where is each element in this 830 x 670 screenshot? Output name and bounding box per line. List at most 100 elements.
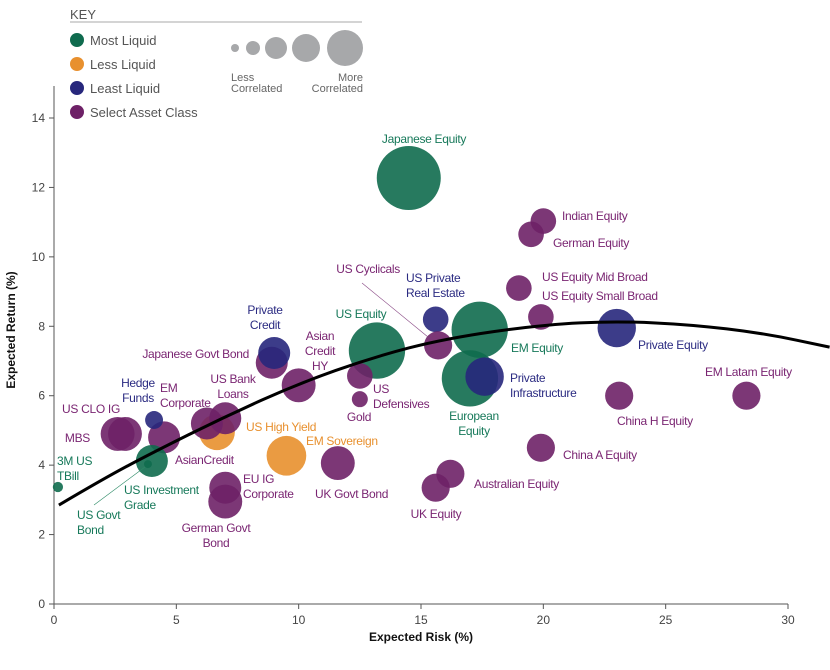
legend-size-circle <box>265 37 287 59</box>
label-hedge-funds: Hedge Funds <box>121 376 155 405</box>
legend-label-select-asset-class: Select Asset Class <box>90 105 198 120</box>
bubble-german-equity <box>518 221 544 248</box>
label-european-equity: European Equity <box>449 409 499 438</box>
y-tick-label: 6 <box>38 389 45 403</box>
label-japanese-govt-bond: Japanese Govt Bond <box>142 347 249 361</box>
label-us-bank-loans: US Bank Loans <box>210 372 257 401</box>
y-tick-label: 14 <box>32 111 46 125</box>
x-tick-label: 25 <box>659 613 673 627</box>
bubble-us-equity-mid-broad <box>506 275 532 301</box>
bubble-hedge-funds <box>145 411 164 429</box>
y-tick-label: 0 <box>38 597 45 611</box>
label-em-equity: EM Equity <box>511 341 563 355</box>
x-tick-label: 10 <box>292 613 306 627</box>
legend-size-circle <box>231 44 239 52</box>
legend-size-high-label: More Correlated <box>312 72 363 95</box>
bubble-mbs <box>100 416 135 451</box>
legend-swatch-less-liquid <box>70 57 84 71</box>
label-german-equity: German Equity <box>553 236 629 250</box>
bubble-us-investment-grade <box>135 444 168 477</box>
label-us-equity-mid-broad: US Equity Mid Broad <box>542 270 648 284</box>
legend: KEY Most Liquid Less Liquid Least Liquid Se… <box>70 7 363 120</box>
y-tick-label: 8 <box>38 319 45 333</box>
bubble-us-equity-small-broad <box>528 304 554 330</box>
label-private-infrastructure: Private Infrastructure <box>510 371 577 400</box>
leader-line-us-govt-bond <box>93 466 146 506</box>
legend-size-circle <box>246 41 260 55</box>
legend-size-circle <box>327 30 363 66</box>
label-china-a-equity: China A Equity <box>563 448 637 462</box>
label-eu-ig-corporate: EU IG Corporate <box>243 472 294 501</box>
legend-label-least-liquid: Least Liquid <box>90 81 160 96</box>
bubble-gold <box>351 391 368 408</box>
axes: 0 5 10 15 20 25 30 0 2 4 6 8 10 12 14 <box>32 86 795 627</box>
bubble-us-govt-bond <box>143 460 152 469</box>
bubble-private-equity <box>597 308 636 348</box>
legend-swatch-select-asset-class <box>70 105 84 119</box>
label-us-equity: US Equity <box>336 307 387 321</box>
label-us-cyclicals: US Cyclicals <box>336 262 400 276</box>
label-indian-equity: Indian Equity <box>562 209 628 223</box>
x-tick-label: 30 <box>781 613 795 627</box>
y-tick-label: 12 <box>32 180 46 194</box>
legend-title: KEY <box>70 7 96 22</box>
bubble-private-credit <box>258 337 291 370</box>
label-us-govt-bond: US Govt Bond <box>77 508 121 537</box>
label-us-investment-grade: US Investment Grade <box>124 483 200 512</box>
bubble-em-latam-equity <box>732 381 761 410</box>
label-private-equity: Private Equity <box>638 338 708 352</box>
label-australian-equity: Australian Equity <box>474 477 559 491</box>
bubble-us-defensives <box>347 363 373 389</box>
bubble-em-corporate <box>148 421 181 454</box>
label-em-latam-equity: EM Latam Equity <box>705 365 792 379</box>
label-german-govt-bond: German Govt Bond <box>182 521 252 550</box>
legend-label-less-liquid: Less Liquid <box>90 57 156 72</box>
bubble-us-private-real-estate <box>422 306 449 333</box>
x-tick-label: 0 <box>51 613 58 627</box>
y-axis-title: Expected Return (%) <box>4 271 18 388</box>
legend-swatch-least-liquid <box>70 81 84 95</box>
label-uk-govt-bond: UK Govt Bond <box>315 487 388 501</box>
bubble-china-a-equity <box>526 433 555 462</box>
trend-line <box>58 320 830 507</box>
x-axis-title: Expected Risk (%) <box>369 630 473 644</box>
x-tick-label: 15 <box>414 613 428 627</box>
label-us-equity-small-broad: US Equity Small Broad <box>542 289 658 303</box>
label-mbs: MBS <box>65 431 90 445</box>
bubble-labels: Japanese Equity Indian Equity German Equit… <box>57 132 792 550</box>
label-em-corporate: EM Corporate <box>160 381 211 410</box>
bubble-uk-govt-bond <box>320 446 355 481</box>
bubbles <box>52 146 761 519</box>
y-tick-label: 10 <box>32 250 46 264</box>
label-japanese-equity: Japanese Equity <box>382 132 467 146</box>
legend-size-circle <box>292 34 320 62</box>
label-em-sovereign: EM Sovereign <box>306 434 378 448</box>
legend-size-low-label: Less Correlated <box>231 72 282 95</box>
label-us-defensives: US Defensives <box>373 382 430 411</box>
label-us-clo-ig: US CLO IG <box>62 402 120 416</box>
bubble-3m-us-tbill <box>52 481 64 493</box>
label-uk-equity: UK Equity <box>411 507 462 521</box>
label-gold: Gold <box>347 410 371 424</box>
bubble-japanese-equity <box>376 146 441 211</box>
x-tick-label: 5 <box>173 613 180 627</box>
label-asian-credit-hy: Asian Credit HY <box>305 329 336 373</box>
bubble-uk-equity <box>421 473 450 502</box>
legend-label-most-liquid: Most Liquid <box>90 33 156 48</box>
label-asiancredit: AsianCredit <box>175 453 235 467</box>
y-tick-label: 4 <box>38 458 45 472</box>
bubble-us-cyclicals <box>424 331 453 360</box>
y-tick-label: 2 <box>38 528 45 542</box>
bubble-german-govt-bond <box>208 484 243 519</box>
leader-line-us-cyclicals <box>361 282 429 338</box>
label-3m-us-tbill: 3M US TBill <box>57 454 92 483</box>
bubble-private-infrastructure <box>465 357 504 396</box>
leader-lines <box>93 282 429 506</box>
label-china-h-equity: China H Equity <box>617 414 693 428</box>
legend-swatch-most-liquid <box>70 33 84 47</box>
label-us-private-real-estate: US Private Real Estate <box>406 271 465 300</box>
label-private-credit: Private Credit <box>247 303 283 332</box>
bubble-em-equity <box>451 301 508 358</box>
bubble-china-h-equity <box>605 381 634 410</box>
